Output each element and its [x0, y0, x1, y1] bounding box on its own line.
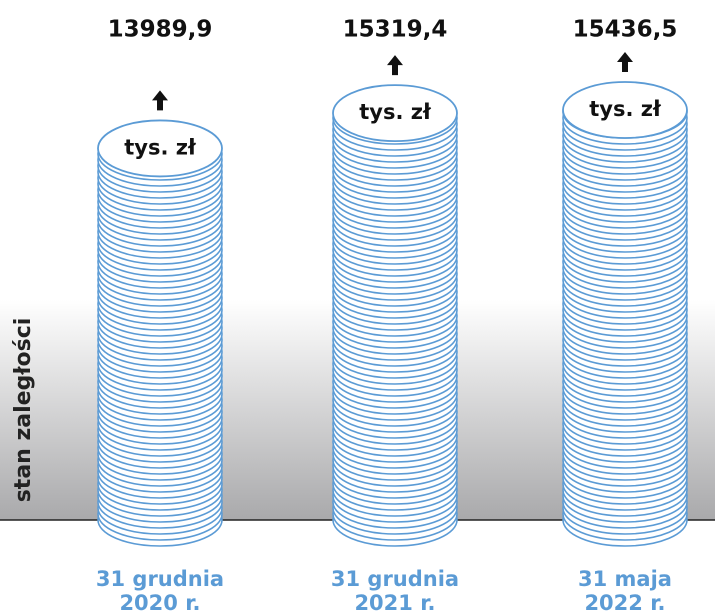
category-label: 31 grudnia: [331, 567, 459, 591]
arrow: [152, 90, 168, 110]
category-label: 31 maja: [578, 567, 672, 591]
unit-label: tys. zł: [124, 135, 197, 159]
coin-stack: [563, 82, 687, 546]
arrow: [387, 55, 403, 75]
category-label: 31 grudnia: [96, 567, 224, 591]
chart: stan zaległości tys. zł 13989,9 31 grudnia…: [0, 0, 715, 614]
category-label: 2020 r.: [119, 591, 200, 614]
unit-label: tys. zł: [589, 97, 662, 121]
y-axis-label: stan zaległości: [11, 318, 36, 503]
coin-stack: [333, 85, 457, 546]
arrow: [617, 52, 633, 72]
unit-label: tys. zł: [359, 100, 432, 124]
category-label: 2022 r.: [584, 591, 665, 614]
value-label: 13989,9: [108, 17, 213, 43]
coin-stack: [98, 120, 222, 546]
value-label: 15319,4: [343, 17, 448, 43]
category-label: 2021 r.: [354, 591, 435, 614]
value-label: 15436,5: [573, 17, 678, 43]
